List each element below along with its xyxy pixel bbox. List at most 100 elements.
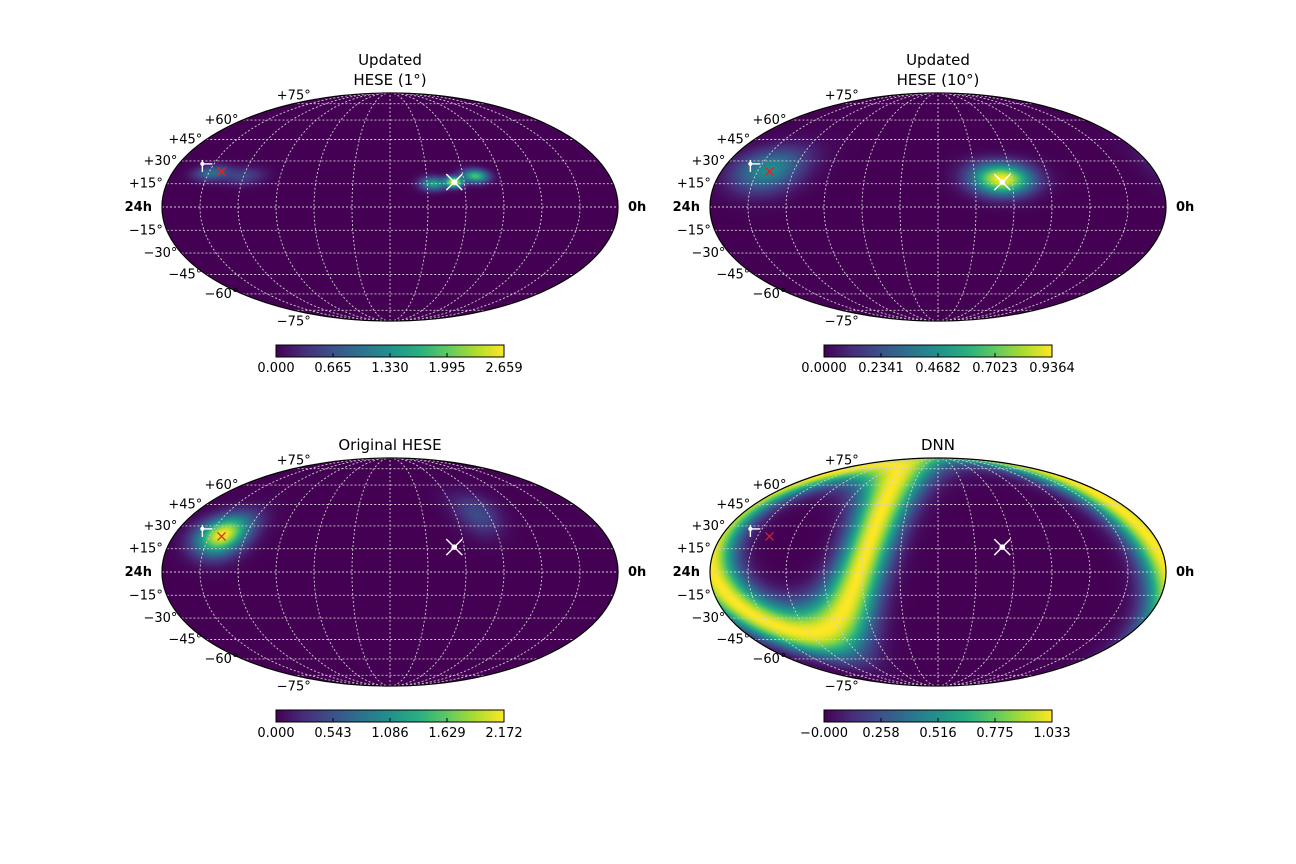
meridian-gridline <box>747 457 939 687</box>
meridian-gridline <box>389 92 543 322</box>
colorbar-tick-label: 1.086 <box>371 726 408 741</box>
latitude-label: +30° <box>143 154 177 169</box>
meridian-gridline <box>389 92 505 322</box>
red-x-marker <box>217 167 226 176</box>
colorbar-tick-label: 1.033 <box>1033 726 1070 741</box>
meridian-gridline <box>937 92 1091 322</box>
latitude-label: +60° <box>205 478 239 493</box>
colorbar-tick-label: 0.543 <box>314 726 351 741</box>
latitude-label: +75° <box>277 454 311 469</box>
meridian-gridline <box>389 457 581 687</box>
latitude-label: +45° <box>168 498 202 513</box>
colorbar-tick-label: 0.9364 <box>1029 361 1075 376</box>
colorbar-tick-label: 0.4682 <box>915 361 961 376</box>
latitude-label: +75° <box>825 89 859 104</box>
panel-title: DNN <box>921 436 955 454</box>
panel-title: Updated <box>906 51 970 69</box>
map-outline <box>161 92 619 322</box>
sky-map-panel: Updated HESE (1°) +75° +60°+45° +30° +15° −15°… <box>125 51 647 329</box>
meridian-gridline <box>937 92 1053 322</box>
reference-cross-marker <box>445 173 463 191</box>
meridian-gridline <box>747 92 939 322</box>
latitude-label: −60° <box>753 287 787 302</box>
meridian-gridline <box>389 92 581 322</box>
ra-label-right: 0h <box>1176 565 1194 580</box>
latitude-label: −30° <box>143 611 177 626</box>
latitude-label: +15° <box>129 542 163 557</box>
colorbar-tick-label: 2.659 <box>485 361 522 376</box>
colorbar-tick-label: 1.995 <box>428 361 465 376</box>
meridian-gridline <box>785 92 939 322</box>
meridian-gridline <box>937 457 1129 687</box>
ra-label-right: 0h <box>628 565 646 580</box>
latitude-label: +45° <box>168 133 202 148</box>
ra-label-right: 0h <box>628 200 646 215</box>
colorbar: 0.000 0.543 1.086 1.629 2.172 <box>257 709 523 741</box>
arrow-marker <box>200 524 213 537</box>
ra-label-left: 24h <box>125 565 152 580</box>
latitude-label: −15° <box>129 223 163 238</box>
latitude-label: +15° <box>677 177 711 192</box>
sky-map-panel: Original HESE +75° +60°+45° +30° +15° −15° −30… <box>125 436 647 694</box>
colorbar-tick-label: 2.172 <box>485 726 522 741</box>
latitude-label: −75° <box>277 314 311 329</box>
panel-title: HESE (1°) <box>353 71 426 89</box>
latitude-label: −45° <box>168 267 202 282</box>
colorbar-tick-label: 0.665 <box>314 361 351 376</box>
latitude-label: −75° <box>277 679 311 694</box>
colorbar-tick-label: 0.775 <box>976 726 1013 741</box>
latitude-label: +30° <box>143 519 177 534</box>
meridian-gridline <box>937 457 1091 687</box>
colorbar-tick-label: 0.2341 <box>858 361 904 376</box>
sky-map-panel: DNN +75° +60°+45° +30° +15° −15° −30° −45°−60° −… <box>673 436 1195 694</box>
map-outline <box>161 457 619 687</box>
meridian-gridline <box>937 457 1053 687</box>
map-outline <box>709 457 1167 687</box>
latitude-label: +45° <box>716 133 750 148</box>
meridian-gridline <box>237 92 391 322</box>
latitude-label: +75° <box>277 89 311 104</box>
colorbar: 0.000 0.665 1.330 1.995 2.659 <box>257 344 523 376</box>
red-x-marker <box>217 532 226 541</box>
meridian-gridline <box>785 457 939 687</box>
latitude-label: −60° <box>205 652 239 667</box>
latitude-label: +30° <box>691 519 725 534</box>
colorbar-tick-label: −0.000 <box>800 726 848 741</box>
meridian-gridline <box>389 457 505 687</box>
reference-cross-marker <box>993 538 1011 556</box>
latitude-label: +60° <box>753 113 787 128</box>
latitude-label: −45° <box>168 632 202 647</box>
meridian-gridline <box>823 92 939 322</box>
arrow-marker <box>748 524 761 537</box>
ra-label-left: 24h <box>673 200 700 215</box>
arrow-marker <box>200 159 213 172</box>
latitude-label: −30° <box>143 246 177 261</box>
latitude-label: −15° <box>677 223 711 238</box>
latitude-label: +75° <box>825 454 859 469</box>
latitude-label: −60° <box>205 287 239 302</box>
sky-map-panel: Updated HESE (10°) +75° +60°+45° +30° +15° −15… <box>673 51 1195 329</box>
latitude-label: −30° <box>691 246 725 261</box>
latitude-label: +60° <box>753 478 787 493</box>
reference-cross-marker <box>993 173 1011 191</box>
latitude-label: −45° <box>716 632 750 647</box>
panel-title: Updated <box>358 51 422 69</box>
colorbar-tick-label: 0.7023 <box>972 361 1018 376</box>
colorbar-tick-label: 0.000 <box>257 726 294 741</box>
meridian-gridline <box>937 92 1129 322</box>
meridian-gridline <box>237 457 391 687</box>
meridian-gridline <box>199 92 391 322</box>
meridian-gridline <box>389 457 543 687</box>
latitude-label: +45° <box>716 498 750 513</box>
panel-title: HESE (10°) <box>897 71 980 89</box>
meridian-gridline <box>199 457 391 687</box>
latitude-label: −60° <box>753 652 787 667</box>
latitude-label: −75° <box>825 679 859 694</box>
colorbar-tick-label: 1.629 <box>428 726 465 741</box>
latitude-label: −45° <box>716 267 750 282</box>
red-x-marker <box>765 167 774 176</box>
latitude-label: +15° <box>129 177 163 192</box>
red-x-marker <box>765 532 774 541</box>
latitude-label: −15° <box>677 588 711 603</box>
